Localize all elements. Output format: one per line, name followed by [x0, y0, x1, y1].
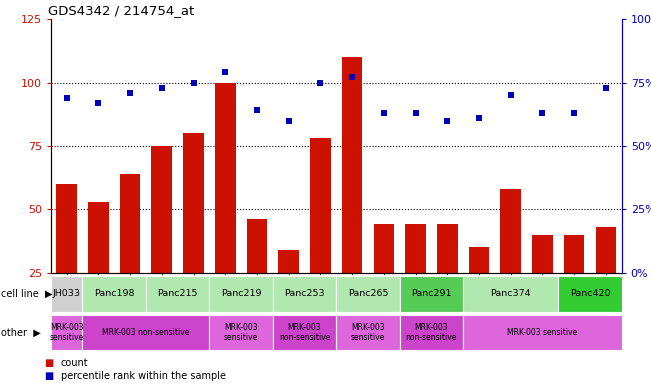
Bar	[532, 235, 553, 336]
Bar	[273, 276, 336, 312]
Text: MRK-003 non-sensitive: MRK-003 non-sensitive	[102, 328, 189, 337]
Bar	[51, 315, 83, 350]
Bar	[88, 202, 109, 336]
Text: JH033: JH033	[53, 289, 81, 298]
Bar	[336, 315, 400, 350]
Text: Panc198: Panc198	[94, 289, 135, 298]
Text: count: count	[61, 358, 88, 368]
Bar	[83, 276, 146, 312]
Text: Panc265: Panc265	[348, 289, 388, 298]
Text: ■: ■	[44, 371, 53, 381]
Bar	[400, 276, 463, 312]
Bar	[400, 315, 463, 350]
Bar	[83, 315, 210, 350]
Text: MRK-003 sensitive: MRK-003 sensitive	[507, 328, 577, 337]
Text: ■: ■	[44, 358, 53, 368]
Text: Panc291: Panc291	[411, 289, 452, 298]
Text: MRK-003
sensitive: MRK-003 sensitive	[49, 323, 84, 342]
Bar	[152, 146, 172, 336]
Bar	[463, 276, 559, 312]
Bar	[215, 83, 236, 336]
Bar	[310, 138, 331, 336]
Bar	[183, 133, 204, 336]
Text: cell line  ▶: cell line ▶	[1, 289, 53, 299]
Text: percentile rank within the sample: percentile rank within the sample	[61, 371, 225, 381]
Bar	[596, 227, 616, 336]
Text: GDS4342 / 214754_at: GDS4342 / 214754_at	[48, 4, 194, 17]
Bar	[279, 250, 299, 336]
Text: MRK-003
non-sensitive: MRK-003 non-sensitive	[279, 323, 330, 342]
Text: Panc219: Panc219	[221, 289, 261, 298]
Text: Panc253: Panc253	[284, 289, 325, 298]
Bar	[342, 57, 363, 336]
Text: MRK-003
sensitive: MRK-003 sensitive	[351, 323, 385, 342]
Bar	[374, 225, 394, 336]
Bar	[559, 276, 622, 312]
Bar	[57, 184, 77, 336]
Text: Panc374: Panc374	[490, 289, 531, 298]
Bar	[210, 315, 273, 350]
Bar	[51, 276, 83, 312]
Bar	[463, 315, 622, 350]
Bar	[564, 235, 585, 336]
Bar	[405, 225, 426, 336]
Text: MRK-003
sensitive: MRK-003 sensitive	[224, 323, 258, 342]
Bar	[469, 247, 490, 336]
Bar	[247, 219, 268, 336]
Bar	[437, 225, 458, 336]
Text: other  ▶: other ▶	[1, 328, 41, 338]
Text: Panc215: Panc215	[158, 289, 198, 298]
Bar	[273, 315, 336, 350]
Bar	[120, 174, 141, 336]
Bar	[336, 276, 400, 312]
Bar	[501, 189, 521, 336]
Bar	[210, 276, 273, 312]
Bar	[146, 276, 210, 312]
Text: Panc420: Panc420	[570, 289, 610, 298]
Text: MRK-003
non-sensitive: MRK-003 non-sensitive	[406, 323, 457, 342]
